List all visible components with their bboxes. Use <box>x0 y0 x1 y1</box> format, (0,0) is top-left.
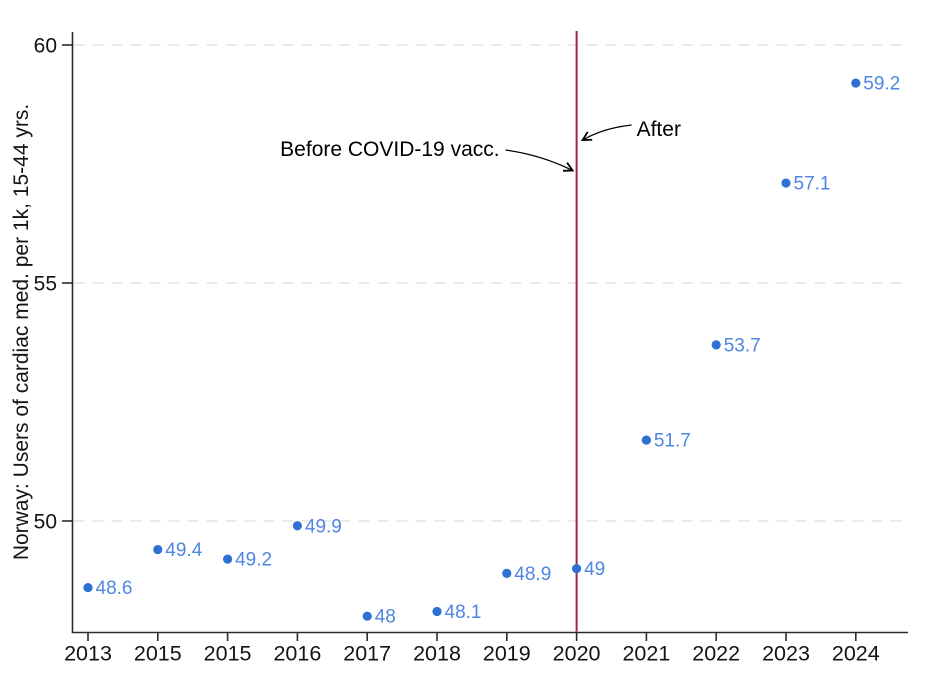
data-point-label: 59.2 <box>863 74 900 95</box>
data-point <box>502 568 512 578</box>
x-tick-label: 2016 <box>273 642 321 666</box>
x-tick-label: 2020 <box>553 642 601 666</box>
x-tick-label: 2023 <box>762 642 810 666</box>
before-annotation-label: Before COVID-19 vacc. <box>280 138 499 161</box>
y-axis-label: Norway: Users of cardiac med. per 1k, 15… <box>10 103 33 561</box>
data-point <box>851 78 861 88</box>
data-point-label: 48.9 <box>514 564 551 585</box>
x-tick-label: 2017 <box>343 642 391 666</box>
data-point-label: 49.9 <box>305 516 342 537</box>
data-point-label: 57.1 <box>794 174 831 195</box>
data-point <box>711 340 721 350</box>
data-point <box>781 178 791 188</box>
x-tick-label: 2013 <box>64 642 112 666</box>
data-point-label: 51.7 <box>654 431 691 452</box>
x-tick-label: 2022 <box>692 642 740 666</box>
data-point-label: 48.1 <box>445 602 482 623</box>
before-annotation-arrow <box>505 149 575 172</box>
y-tick-label: 55 <box>34 273 57 296</box>
x-tick-label: 2021 <box>622 642 670 666</box>
data-point <box>292 521 302 531</box>
y-tick-label: 60 <box>34 35 57 58</box>
y-tick-label: 50 <box>34 511 57 534</box>
x-tick-label: 2015 <box>134 642 182 666</box>
data-point-label: 48 <box>375 607 396 628</box>
data-point <box>362 611 372 621</box>
after-annotation-label: After <box>637 118 681 141</box>
data-point <box>432 606 442 617</box>
data-point-label: 49 <box>584 559 605 580</box>
data-point <box>572 564 582 574</box>
data-point <box>153 544 163 555</box>
x-tick-label: 2015 <box>204 642 252 666</box>
data-point <box>223 554 233 564</box>
data-point <box>83 583 93 593</box>
data-point-label: 49.4 <box>165 540 202 561</box>
after-annotation-arrow <box>580 124 632 141</box>
data-point <box>641 435 652 445</box>
data-point-label: 53.7 <box>724 335 761 356</box>
data-point-label: 49.2 <box>235 550 272 571</box>
x-tick-label: 2024 <box>832 642 880 666</box>
x-tick-label: 2019 <box>483 642 531 666</box>
data-point-label: 48.6 <box>96 578 133 599</box>
x-tick-label: 2018 <box>413 642 461 666</box>
